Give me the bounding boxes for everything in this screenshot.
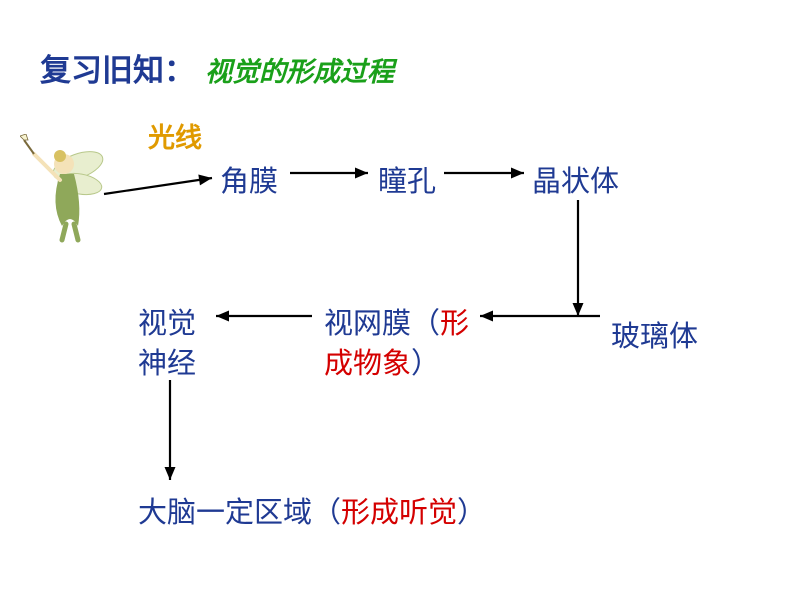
fairy-icon [20,134,120,244]
arrows-layer [0,0,794,596]
slide-stage: 复习旧知： 视觉的形成过程 光线 角膜 瞳孔 晶状体 视网膜（形 成物象） 玻璃… [0,0,794,596]
